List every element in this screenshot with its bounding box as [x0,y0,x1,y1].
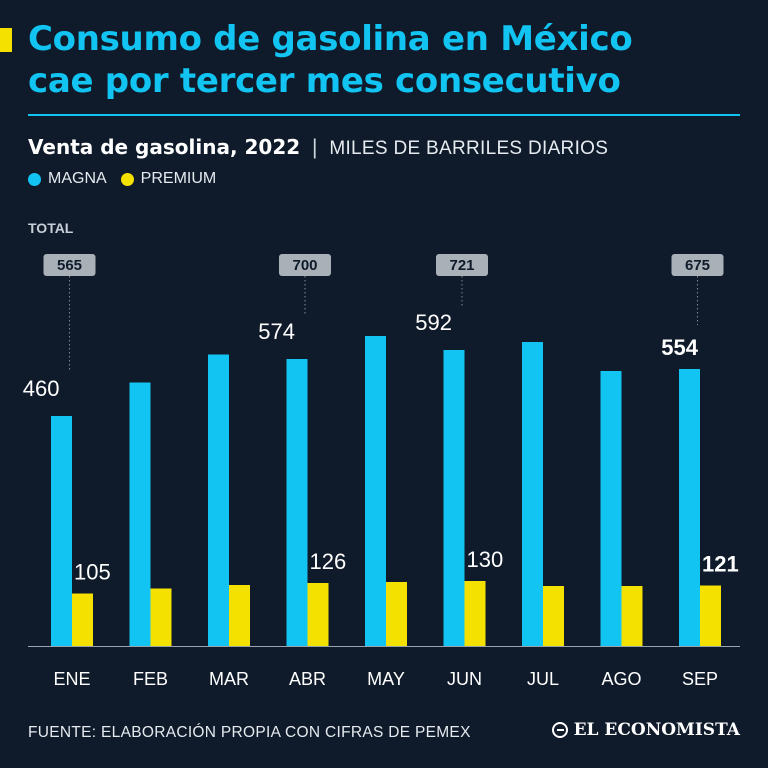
x-tick-label-ago: AGO [601,669,641,689]
bar-magna-ene [51,416,72,646]
total-value-sep: 675 [685,257,710,274]
bar-premium-abr [307,583,329,646]
x-tick-label-jul: JUL [527,669,559,689]
bar-premium-mar [229,585,250,646]
total-badge-ene [43,254,96,276]
x-tick-label-abr: ABR [289,669,326,689]
legend-item-magna: MAGNA [28,170,107,188]
headline: Consumo de gasolina en México cae por te… [28,18,748,102]
data-label-premium-abr: 126 [310,549,347,574]
bar-magna-may [365,336,386,646]
legend-label-premium: PREMIUM [140,170,217,187]
bar-magna-jun [443,350,465,646]
bar-premium-ene [72,593,93,646]
bar-magna-abr [286,359,308,646]
bar-premium-ago [621,586,643,646]
bar-premium-feb [150,588,172,646]
x-tick-label-may: MAY [367,669,405,689]
chart-subtitle: Venta de gasolina, 2022 | MILES DE BARRI… [28,134,608,162]
legend-dot-premium [120,172,134,186]
headline-line-1: Consumo de gasolina en México [28,19,633,59]
total-value-jun: 721 [449,257,474,274]
x-tick-label-jun: JUN [447,669,482,689]
legend-dot-magna [28,172,41,186]
total-label: TOTAL [28,220,74,236]
legend-label-magna: MAGNA [48,170,107,187]
total-value-abr: 700 [292,257,317,274]
title-divider [28,114,740,116]
bar-magna-feb [129,382,151,646]
subtitle-separator: | [312,136,318,159]
data-label-premium-sep: 121 [702,552,739,577]
total-badge-abr [279,254,331,276]
data-label-magna-abr: 574 [258,319,295,344]
data-label-magna-jun: 592 [415,310,452,335]
brand-mark-icon [551,722,568,738]
bar-premium-jun [464,581,486,646]
legend-item-premium: PREMIUM [120,170,217,188]
bar-premium-sep [700,585,721,646]
brand-logo: EL ECONOMISTA [551,720,740,740]
bar-magna-mar [208,354,229,646]
accent-bar [0,28,12,52]
total-badge-sep [671,254,724,276]
x-tick-label-feb: FEB [133,669,168,689]
x-tick-label-mar: MAR [209,669,249,689]
brand-name: EL ECONOMISTA [573,720,740,740]
bar-magna-sep [679,369,700,646]
total-value-ene: 565 [57,257,82,274]
bar-premium-jul [543,586,564,646]
bar-magna-ago [600,371,622,646]
x-tick-label-ene: ENE [53,669,90,689]
x-tick-label-sep: SEP [682,669,718,689]
bar-premium-may [386,582,407,646]
headline-line-2: cae por tercer mes consecutivo [28,61,621,101]
data-label-premium-ene: 105 [74,560,111,585]
chart-title: Venta de gasolina, 2022 [28,135,301,159]
source-note: FUENTE: ELABORACIÓN PROPIA CON CIFRAS DE… [28,724,471,741]
legend: MAGNA PREMIUM [28,170,230,188]
data-label-magna-ene: 460 [23,376,60,401]
chart-unit: MILES DE BARRILES DIARIOS [329,138,609,159]
data-label-magna-sep: 554 [661,335,698,360]
total-badge-jun [436,254,488,276]
data-label-premium-jun: 130 [467,547,504,572]
bar-magna-jul [522,342,543,646]
